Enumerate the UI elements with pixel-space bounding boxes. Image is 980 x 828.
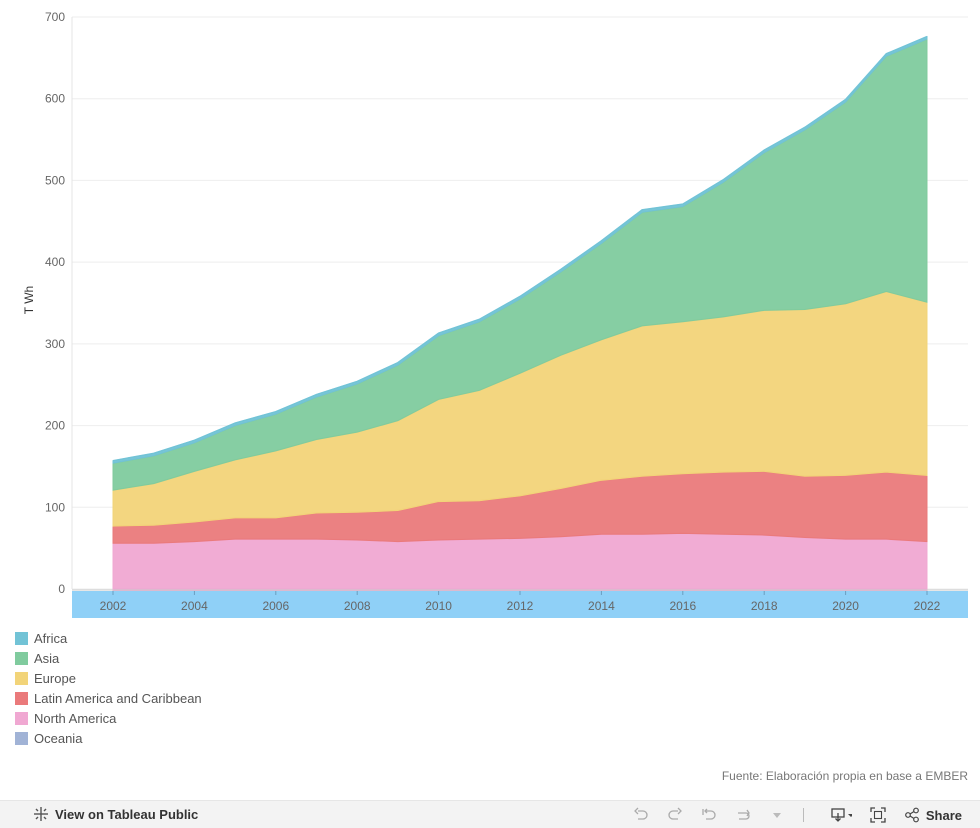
legend-label: Oceania — [34, 730, 83, 746]
share-button[interactable]: Share — [904, 807, 962, 823]
x-tick-label: 2014 — [588, 599, 615, 613]
tableau-logo-icon — [34, 807, 48, 821]
area-edge-africa — [112, 35, 928, 462]
x-tick-label: 2018 — [751, 599, 778, 613]
y-tick-label: 0 — [58, 582, 65, 596]
legend-item-europe[interactable]: Europe — [15, 668, 202, 688]
stacked-area-chart: 2002 2004 2006 2008 2010 2012 2014 2016 2018 2020… — [22, 10, 968, 618]
refresh-icon — [737, 809, 750, 820]
y-tick-label: 100 — [45, 500, 65, 514]
area-series-north-america[interactable] — [112, 532, 928, 597]
area-series-group — [112, 35, 928, 597]
legend-swatch — [15, 691, 28, 705]
legend-label: Latin America and Caribbean — [34, 690, 202, 706]
y-tick-label: 700 — [45, 10, 65, 24]
y-tick-label: 200 — [45, 419, 65, 433]
fullscreen-icon — [870, 807, 886, 823]
x-tick-label: 2022 — [914, 599, 941, 613]
legend-label: Europe — [34, 670, 76, 686]
x-tick-label: 2004 — [181, 599, 208, 613]
legend-label: Africa — [34, 630, 68, 646]
undo-icon — [633, 807, 648, 820]
legend-item-asia[interactable]: Asia — [15, 648, 202, 668]
y-axis-title: T Wh — [22, 286, 36, 314]
legend-swatch — [15, 651, 28, 665]
legend-item-north-america[interactable]: North America — [15, 708, 202, 728]
redo-button[interactable] — [667, 807, 683, 823]
share-icon — [904, 807, 919, 823]
legend-item-oceania[interactable]: Oceania — [15, 728, 202, 748]
source-note: Fuente: Elaboración propia en base a EMB… — [721, 769, 968, 783]
toolbar-separator — [802, 808, 804, 822]
y-axis: 0 100 200 300 400 500 600 700 — [45, 10, 73, 596]
refresh-button[interactable] — [735, 807, 751, 823]
redo-icon — [668, 807, 682, 820]
legend-swatch — [15, 711, 28, 725]
y-tick-label: 400 — [45, 255, 65, 269]
download-button[interactable] — [826, 807, 852, 823]
x-tick-label: 2012 — [507, 599, 534, 613]
revert-button[interactable] — [701, 807, 717, 823]
legend-item-latin-america-and-caribbean[interactable]: Latin America and Caribbean — [15, 688, 202, 708]
legend: Africa Asia Europe Latin America and Caribb… — [15, 628, 202, 748]
revert-icon — [702, 808, 716, 820]
x-tick-label: 2006 — [262, 599, 289, 613]
pause-dropdown-icon — [772, 813, 781, 818]
tableau-toolbar: View on Tableau Public — [0, 800, 980, 828]
x-tick-label: 2010 — [425, 599, 452, 613]
x-tick-label: 2008 — [344, 599, 371, 613]
x-axis: 2002 2004 2006 2008 2010 2012 2014 2016 2018 2020… — [72, 589, 968, 618]
y-tick-label: 600 — [45, 92, 65, 106]
y-tick-label: 500 — [45, 173, 65, 187]
x-tick-label: 2020 — [832, 599, 859, 613]
x-tick-label: 2016 — [669, 599, 696, 613]
share-label: Share — [925, 807, 962, 823]
download-icon — [831, 808, 852, 822]
x-axis-band — [72, 591, 968, 618]
pause-updates-dropdown[interactable] — [769, 807, 785, 823]
x-tick-label: 2002 — [100, 599, 127, 613]
view-on-tableau-public-label: View on Tableau Public — [55, 806, 199, 822]
view-on-tableau-public-button[interactable]: View on Tableau Public — [33, 806, 198, 822]
fullscreen-button[interactable] — [870, 807, 886, 823]
legend-swatch — [15, 631, 28, 645]
legend-label: Asia — [34, 650, 60, 666]
undo-button[interactable] — [633, 807, 649, 823]
legend-label: North America — [34, 710, 117, 726]
y-tick-label: 300 — [45, 337, 65, 351]
legend-swatch — [15, 731, 28, 745]
legend-item-africa[interactable]: Africa — [15, 628, 202, 648]
legend-swatch — [15, 671, 28, 685]
